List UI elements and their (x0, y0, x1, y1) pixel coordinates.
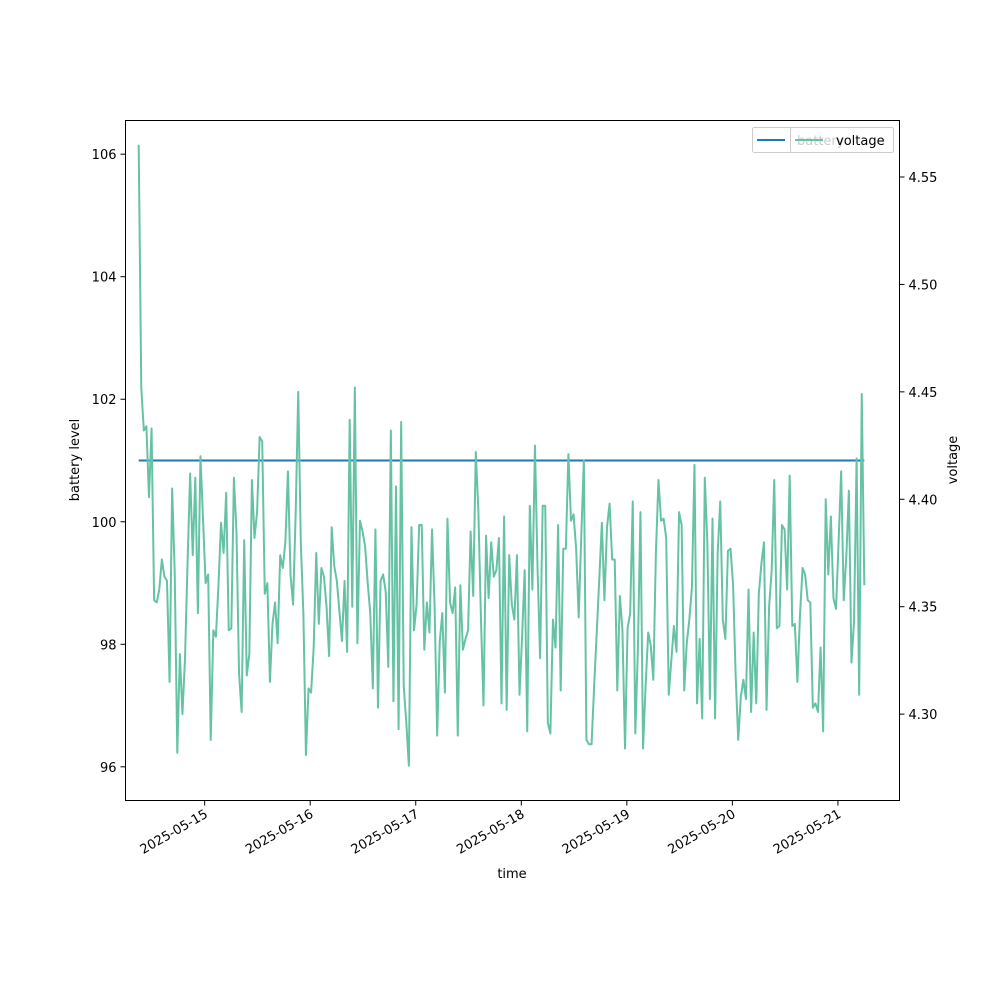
x-tick-label: 2025-05-20 (665, 807, 738, 858)
y-tick-label-right: 4.50 (909, 278, 938, 293)
y-tick-label-left: 106 (92, 148, 117, 163)
y-tick-label-left: 96 (100, 761, 117, 776)
y-tick-label-left: 104 (92, 271, 117, 286)
y-tick-label-right: 4.30 (909, 708, 938, 723)
y-axis-label-left: battery level (68, 419, 83, 502)
y-tick-label-right: 4.35 (909, 601, 938, 616)
x-axis-label: time (497, 867, 526, 882)
x-tick-label: 2025-05-17 (349, 807, 422, 858)
legend-voltage-label: voltage (836, 134, 885, 149)
plot-frame (125, 120, 900, 801)
x-tick-label: 2025-05-15 (138, 807, 211, 858)
y-tick-label-left: 98 (100, 638, 117, 653)
legend-voltage: voltage (790, 127, 894, 153)
y-tick-label-left: 102 (92, 393, 117, 408)
y-tick-label-left: 100 (92, 516, 117, 531)
x-tick-label: 2025-05-19 (560, 807, 633, 858)
series-voltage-line (137, 144, 866, 767)
x-tick-label: 2025-05-21 (771, 807, 844, 858)
y-tick-label-right: 4.45 (909, 386, 938, 401)
y-tick-label-right: 4.40 (909, 493, 938, 508)
y-axis-label-right: voltage (946, 436, 961, 485)
x-tick-label: 2025-05-16 (243, 807, 316, 858)
y-tick-label-right: 4.55 (909, 171, 938, 186)
x-tick-label: 2025-05-18 (454, 807, 527, 858)
legend-voltage-frame (790, 127, 894, 153)
